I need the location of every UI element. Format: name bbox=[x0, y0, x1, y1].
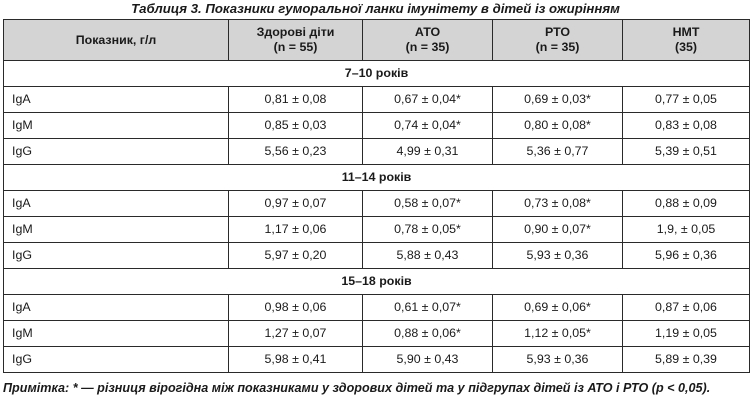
table-title: Таблиця 3. Показники гуморальної ланки і… bbox=[131, 1, 620, 16]
row-label: IgA bbox=[3, 294, 229, 321]
cell-ato: 0,74 ± 0,04* bbox=[362, 112, 493, 139]
cell-ato: 0,61 ± 0,07* bbox=[362, 294, 493, 321]
immunity-table: Показник, г/л Здорові діти (n = 55) АТО … bbox=[3, 19, 750, 373]
cell-nmt: 0,83 ± 0,08 bbox=[622, 112, 750, 139]
row-label: IgA bbox=[3, 86, 229, 113]
header-rto: РТО (n = 35) bbox=[492, 19, 623, 61]
cell-rto: 0,73 ± 0,08* bbox=[492, 190, 623, 217]
cell-rto: 0,69 ± 0,03* bbox=[492, 86, 623, 113]
table-row: IgG 5,56 ± 0,23 4,99 ± 0,31 5,36 ± 0,77 … bbox=[3, 138, 750, 165]
age-group-label: 7–10 років bbox=[3, 60, 750, 87]
cell-healthy: 1,27 ± 0,07 bbox=[228, 320, 363, 347]
table-row: IgA 0,81 ± 0,08 0,67 ± 0,04* 0,69 ± 0,03… bbox=[3, 86, 750, 113]
table-row: IgG 5,98 ± 0,41 5,90 ± 0,43 5,93 ± 0,36 … bbox=[3, 346, 750, 373]
header-healthy: Здорові діти (n = 55) bbox=[228, 19, 363, 61]
cell-nmt: 5,89 ± 0,39 bbox=[622, 346, 750, 373]
cell-ato: 0,58 ± 0,07* bbox=[362, 190, 493, 217]
cell-healthy: 0,98 ± 0,06 bbox=[228, 294, 363, 321]
cell-healthy: 5,56 ± 0,23 bbox=[228, 138, 363, 165]
cell-nmt: 1,9, ± 0,05 bbox=[622, 216, 750, 243]
table-row: IgM 1,27 ± 0,07 0,88 ± 0,06* 1,12 ± 0,05… bbox=[3, 320, 750, 347]
header-indicator: Показник, г/л bbox=[3, 19, 229, 61]
cell-nmt: 5,39 ± 0,51 bbox=[622, 138, 750, 165]
cell-rto: 0,80 ± 0,08* bbox=[492, 112, 623, 139]
row-label: IgM bbox=[3, 216, 229, 243]
cell-healthy: 5,98 ± 0,41 bbox=[228, 346, 363, 373]
header-nmt: НМТ (35) bbox=[622, 19, 750, 61]
cell-nmt: 0,87 ± 0,06 bbox=[622, 294, 750, 321]
cell-rto: 1,12 ± 0,05* bbox=[492, 320, 623, 347]
cell-healthy: 0,81 ± 0,08 bbox=[228, 86, 363, 113]
table-footnote: Примітка: * — різниця вірогідна між пока… bbox=[3, 381, 711, 395]
row-label: IgG bbox=[3, 346, 229, 373]
cell-ato: 0,88 ± 0,06* bbox=[362, 320, 493, 347]
table-row: IgM 0,85 ± 0,03 0,74 ± 0,04* 0,80 ± 0,08… bbox=[3, 112, 750, 139]
age-group-label: 11–14 років bbox=[3, 164, 750, 191]
cell-rto: 5,36 ± 0,77 bbox=[492, 138, 623, 165]
cell-healthy: 0,85 ± 0,03 bbox=[228, 112, 363, 139]
cell-rto: 0,69 ± 0,06* bbox=[492, 294, 623, 321]
age-group-row: 11–14 років bbox=[3, 164, 750, 191]
cell-ato: 5,88 ± 0,43 bbox=[362, 242, 493, 269]
row-label: IgG bbox=[3, 242, 229, 269]
age-group-row: 7–10 років bbox=[3, 60, 750, 87]
cell-nmt: 1,19 ± 0,05 bbox=[622, 320, 750, 347]
cell-nmt: 0,77 ± 0,05 bbox=[622, 86, 750, 113]
age-group-label: 15–18 років bbox=[3, 268, 750, 295]
header-ato: АТО (n = 35) bbox=[362, 19, 493, 61]
cell-ato: 4,99 ± 0,31 bbox=[362, 138, 493, 165]
table-row: IgA 0,98 ± 0,06 0,61 ± 0,07* 0,69 ± 0,06… bbox=[3, 294, 750, 321]
cell-healthy: 1,17 ± 0,06 bbox=[228, 216, 363, 243]
cell-rto: 5,93 ± 0,36 bbox=[492, 346, 623, 373]
cell-healthy: 5,97 ± 0,20 bbox=[228, 242, 363, 269]
row-label: IgA bbox=[3, 190, 229, 217]
table-row: IgG 5,97 ± 0,20 5,88 ± 0,43 5,93 ± 0,36 … bbox=[3, 242, 750, 269]
row-label: IgG bbox=[3, 138, 229, 165]
cell-ato: 0,67 ± 0,04* bbox=[362, 86, 493, 113]
cell-ato: 5,90 ± 0,43 bbox=[362, 346, 493, 373]
row-label: IgM bbox=[3, 320, 229, 347]
table-row: IgM 1,17 ± 0,06 0,78 ± 0,05* 0,90 ± 0,07… bbox=[3, 216, 750, 243]
cell-nmt: 0,88 ± 0,09 bbox=[622, 190, 750, 217]
cell-rto: 5,93 ± 0,36 bbox=[492, 242, 623, 269]
header-row: Показник, г/л Здорові діти (n = 55) АТО … bbox=[3, 19, 750, 61]
cell-rto: 0,90 ± 0,07* bbox=[492, 216, 623, 243]
cell-ato: 0,78 ± 0,05* bbox=[362, 216, 493, 243]
cell-nmt: 5,96 ± 0,36 bbox=[622, 242, 750, 269]
cell-healthy: 0,97 ± 0,07 bbox=[228, 190, 363, 217]
table-row: IgA 0,97 ± 0,07 0,58 ± 0,07* 0,73 ± 0,08… bbox=[3, 190, 750, 217]
row-label: IgM bbox=[3, 112, 229, 139]
age-group-row: 15–18 років bbox=[3, 268, 750, 295]
